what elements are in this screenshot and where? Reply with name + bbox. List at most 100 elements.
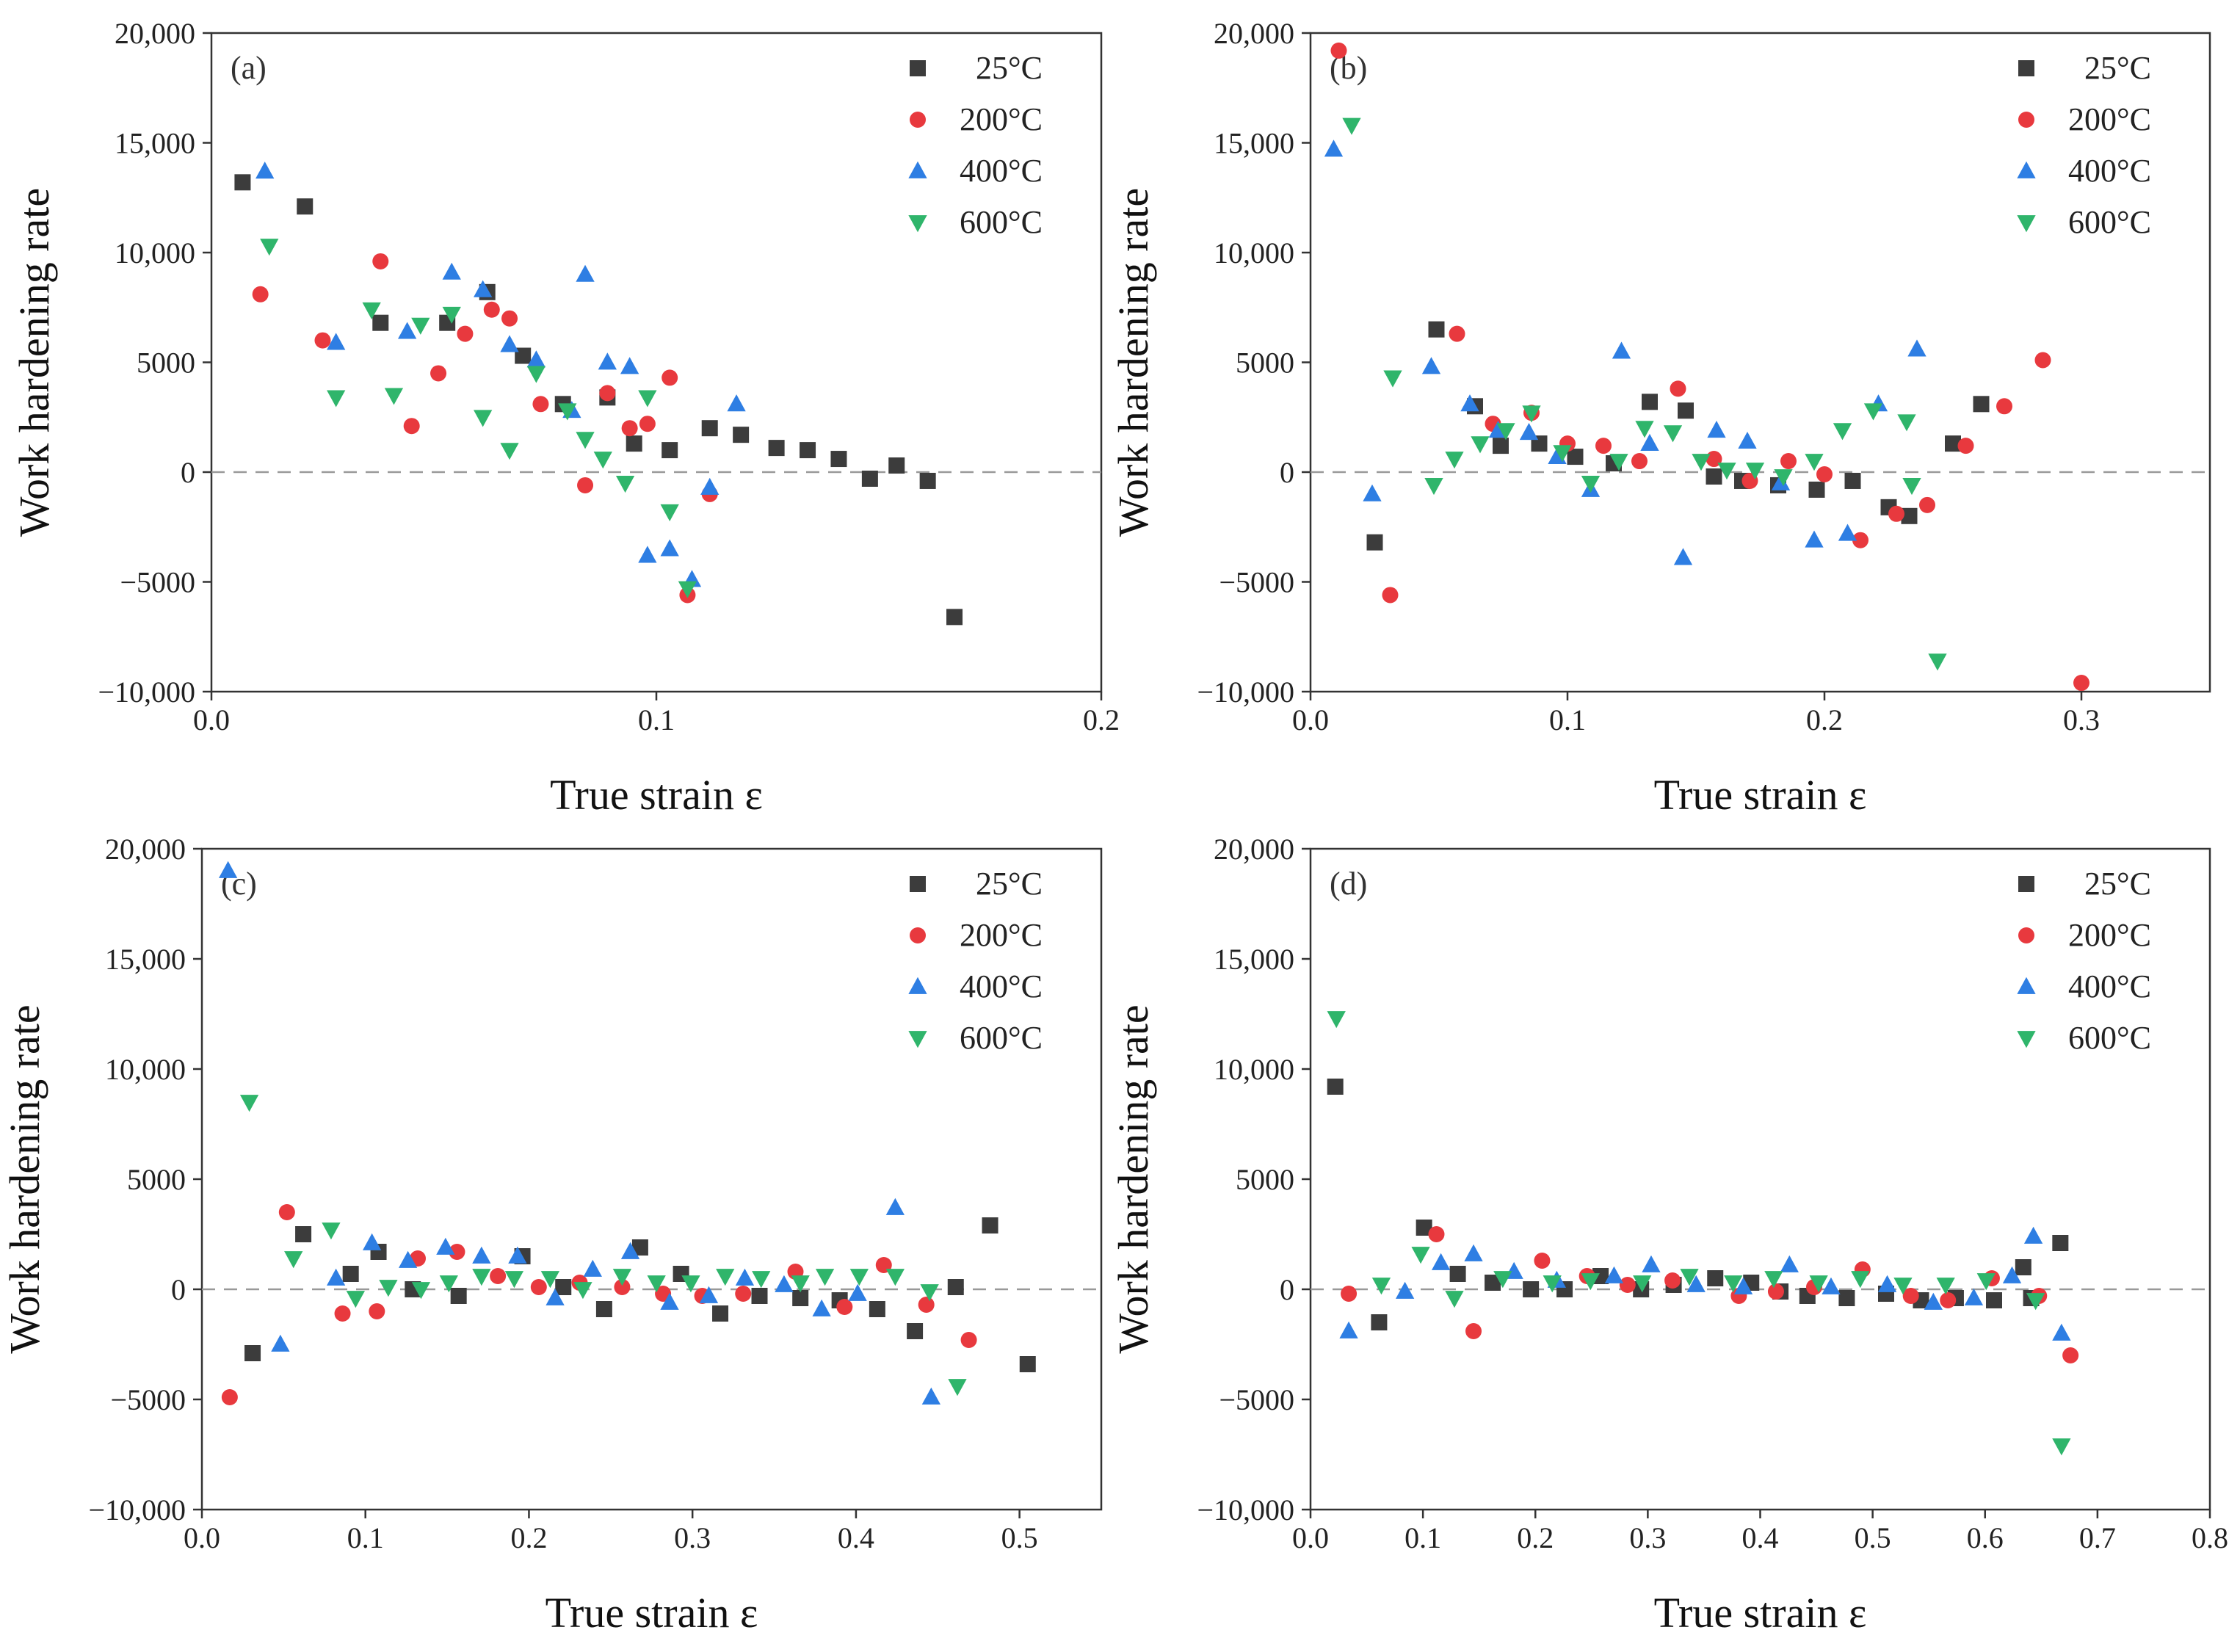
data-point xyxy=(593,452,612,469)
legend-d: 25°C 200°C 400°C 600°C xyxy=(2017,866,2151,1056)
y-tick-label-c: −5000 xyxy=(110,1383,186,1416)
data-point xyxy=(1780,453,1797,470)
data-point xyxy=(1327,1079,1344,1095)
data-point xyxy=(1973,396,1990,413)
legend-label: 200°C xyxy=(960,101,1043,137)
y-tick-label-c: −10,000 xyxy=(88,1493,186,1526)
data-point xyxy=(1680,1269,1699,1286)
data-point xyxy=(1445,1291,1464,1308)
data-point xyxy=(1805,530,1824,548)
legend-marker xyxy=(2018,60,2034,76)
x-tick-label-d: 0.4 xyxy=(1742,1521,1779,1554)
data-point xyxy=(1460,394,1479,412)
data-point xyxy=(1774,469,1793,487)
data-point xyxy=(1428,321,1445,338)
data-point xyxy=(1833,423,1852,441)
x-tick-label-d: 0.8 xyxy=(2192,1521,2228,1554)
y-tick-label-a: 10,000 xyxy=(115,236,195,269)
legend-marker xyxy=(908,161,927,178)
data-point xyxy=(1493,1271,1512,1289)
y-tick-label-b: −10,000 xyxy=(1197,675,1294,709)
data-point xyxy=(1901,507,1918,524)
data-point xyxy=(218,861,238,878)
data-point xyxy=(1581,1273,1600,1291)
data-point xyxy=(848,1283,867,1301)
x-tick-label-b: 0.1 xyxy=(1549,703,1586,736)
data-point xyxy=(948,1379,967,1396)
data-point xyxy=(1663,425,1683,443)
data-point xyxy=(472,1246,491,1264)
data-point xyxy=(830,451,847,468)
legend-marker xyxy=(2017,161,2036,178)
data-point xyxy=(812,1299,831,1316)
series-b-2 xyxy=(1324,140,1927,565)
data-point xyxy=(921,1387,941,1405)
data-point xyxy=(712,1305,729,1322)
data-point xyxy=(1371,1314,1388,1330)
data-point xyxy=(372,253,389,269)
data-point xyxy=(576,432,595,449)
panel-label-a: (a) xyxy=(231,50,267,86)
data-point xyxy=(1902,1288,1919,1304)
data-point xyxy=(1678,402,1694,419)
data-point xyxy=(1764,1271,1783,1289)
data-point xyxy=(662,369,678,386)
data-point xyxy=(436,1237,455,1255)
y-tick-label-a: −5000 xyxy=(120,566,195,599)
data-point xyxy=(1523,1281,1540,1297)
y-tick-label-d: 20,000 xyxy=(1214,833,1294,866)
series-a-0 xyxy=(234,174,963,626)
data-point xyxy=(1339,1321,1358,1338)
legend-label: 400°C xyxy=(960,153,1043,189)
data-point xyxy=(681,1275,700,1293)
data-point xyxy=(1767,1283,1784,1300)
data-point xyxy=(1808,481,1825,498)
data-point xyxy=(2023,1226,2043,1244)
data-point xyxy=(1633,1275,1652,1293)
data-point xyxy=(1416,1220,1432,1236)
data-point xyxy=(379,1280,398,1297)
panel-b: −10,000 −5000 0 5000 10,000 15,000 20,000 0.0 0.… xyxy=(1109,17,2211,819)
data-point xyxy=(1893,1278,1913,1295)
data-point xyxy=(1471,436,1490,454)
series-d-3 xyxy=(1327,1011,2071,1456)
data-point xyxy=(849,1269,869,1286)
data-point xyxy=(885,1198,905,1215)
y-tick-label-c: 15,000 xyxy=(105,943,186,976)
data-point xyxy=(836,1299,853,1315)
x-tick-label-d: 0.5 xyxy=(1855,1521,1891,1554)
data-point xyxy=(639,416,656,432)
panel-c: −10,000 −5000 0 5000 10,000 15,000 20,000 0.0 0.… xyxy=(1,833,1103,1637)
data-point xyxy=(271,1334,290,1352)
series-c-3 xyxy=(239,1095,967,1396)
legend-marker xyxy=(910,60,926,76)
legend-marker xyxy=(2017,215,2036,233)
legend-label: 25°C xyxy=(976,866,1043,902)
data-point xyxy=(500,443,519,460)
y-tick-label-b: 15,000 xyxy=(1214,127,1294,160)
data-point xyxy=(1366,534,1383,551)
data-point xyxy=(1609,454,1628,471)
x-axis-title-b: True strain ε xyxy=(1654,771,1867,819)
legend-label: 200°C xyxy=(2068,917,2151,953)
data-point xyxy=(555,1279,572,1295)
data-point xyxy=(1635,421,1654,438)
data-point xyxy=(515,347,532,364)
data-point xyxy=(1342,117,1361,135)
data-point xyxy=(1522,405,1541,423)
data-point xyxy=(442,306,461,324)
data-point xyxy=(1771,473,1791,490)
data-point xyxy=(2062,1347,2079,1363)
legend-marker xyxy=(910,927,926,943)
x-tick-label-c: 0.2 xyxy=(510,1521,547,1554)
data-point xyxy=(1706,468,1722,485)
x-tick-label-b: 0.3 xyxy=(2063,703,2100,736)
data-point xyxy=(1496,423,1515,441)
data-point xyxy=(1424,478,1443,496)
series-c-2 xyxy=(218,861,941,1405)
data-point xyxy=(576,264,595,282)
data-point xyxy=(500,335,519,352)
data-point xyxy=(1421,357,1441,374)
data-point xyxy=(1664,1272,1681,1289)
data-point xyxy=(1877,1275,1897,1292)
